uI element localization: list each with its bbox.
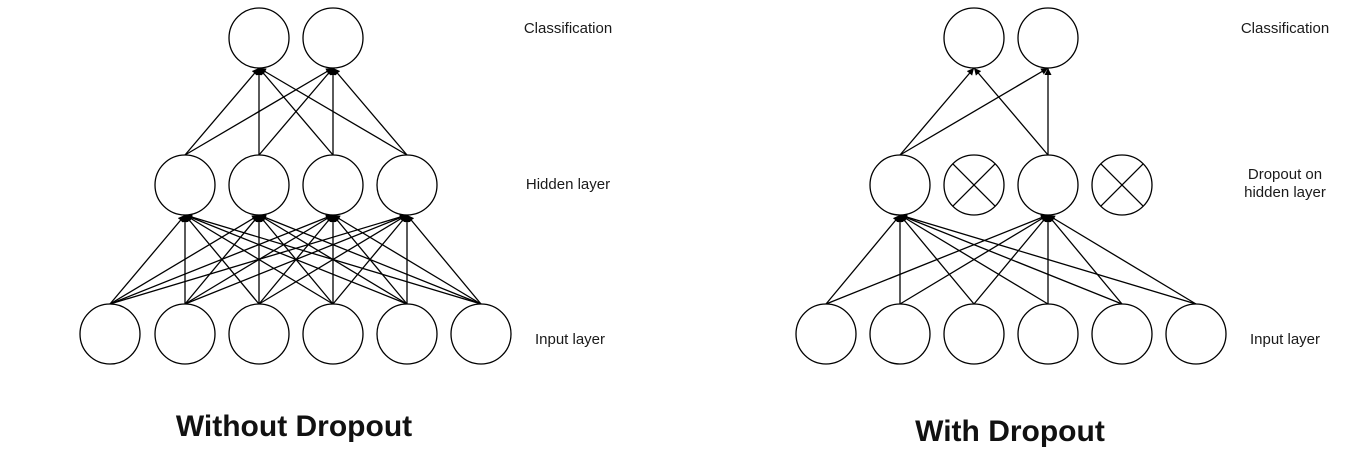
right-edge-hidden2-output0 — [973, 67, 1049, 156]
right-hidden-node-2 — [1017, 154, 1079, 216]
right-output-node-0 — [943, 7, 1005, 69]
left-hidden-node-1 — [228, 154, 290, 216]
left-edge-input2-hidden0 — [184, 214, 260, 305]
left-input-node-0 — [79, 303, 141, 365]
left-input-node-2 — [228, 303, 290, 365]
left-edge-input3-hidden0 — [184, 214, 334, 305]
right-input-label: Input layer — [1249, 331, 1321, 348]
right-hidden-node-0 — [869, 154, 931, 216]
left-edge-hidden0-output0 — [184, 67, 260, 156]
right-input-node-4 — [1091, 303, 1153, 365]
right-input-node-3 — [1017, 303, 1079, 365]
left-input-label: Input layer — [534, 331, 606, 348]
right-output-label: Classification — [1240, 20, 1330, 37]
right-input-node-1 — [869, 303, 931, 365]
left-edge-input5-hidden2 — [332, 214, 482, 305]
right-caption: With Dropout — [915, 415, 1105, 448]
left-input-node-5 — [450, 303, 512, 365]
right-hidden-label: Dropout on hidden layer — [1244, 166, 1326, 201]
right-edge-input5-hidden2 — [1047, 214, 1197, 305]
left-output-node-0 — [228, 7, 290, 69]
left-hidden-label: Hidden layer — [525, 176, 611, 193]
right-edge-input2-hidden0 — [899, 214, 975, 305]
right-edge-hidden0-output0 — [899, 67, 975, 156]
left-edge-input5-hidden0 — [184, 213, 482, 305]
left-hidden-node-0 — [154, 154, 216, 216]
right-dropped-mark-1b — [952, 163, 996, 207]
right-edge-input3-hidden0 — [899, 214, 1049, 305]
right-dropped-mark-3b — [1100, 163, 1144, 207]
left-edge-input0-hidden0 — [109, 214, 186, 305]
left-edge-hidden3-output1 — [332, 67, 408, 156]
left-output-label: Classification — [523, 20, 613, 37]
left-edge-input4-hidden0 — [184, 214, 408, 305]
right-input-node-2 — [943, 303, 1005, 365]
left-edge-input5-hidden3 — [406, 214, 482, 305]
right-edge-input4-hidden2 — [1047, 214, 1123, 305]
right-output-node-1 — [1017, 7, 1079, 69]
left-caption: Without Dropout — [175, 410, 413, 443]
left-input-node-4 — [376, 303, 438, 365]
left-input-node-3 — [302, 303, 364, 365]
right-network — [795, 7, 1227, 365]
left-network — [79, 7, 512, 365]
left-edge-hidden3-output0 — [258, 67, 408, 156]
right-edge-input0-hidden0 — [825, 214, 901, 305]
right-input-node-0 — [795, 303, 857, 365]
right-edge-input5-hidden0 — [899, 213, 1197, 305]
left-output-node-1 — [302, 7, 364, 69]
left-input-node-1 — [154, 303, 216, 365]
left-edge-input5-hidden1 — [258, 214, 482, 305]
right-edge-hidden0-output1 — [899, 67, 1049, 156]
right-edge-input4-hidden0 — [899, 214, 1123, 305]
left-hidden-node-2 — [302, 154, 364, 216]
left-edge-hidden2-output0 — [258, 67, 334, 156]
left-hidden-node-3 — [376, 154, 438, 216]
right-input-node-5 — [1165, 303, 1227, 365]
